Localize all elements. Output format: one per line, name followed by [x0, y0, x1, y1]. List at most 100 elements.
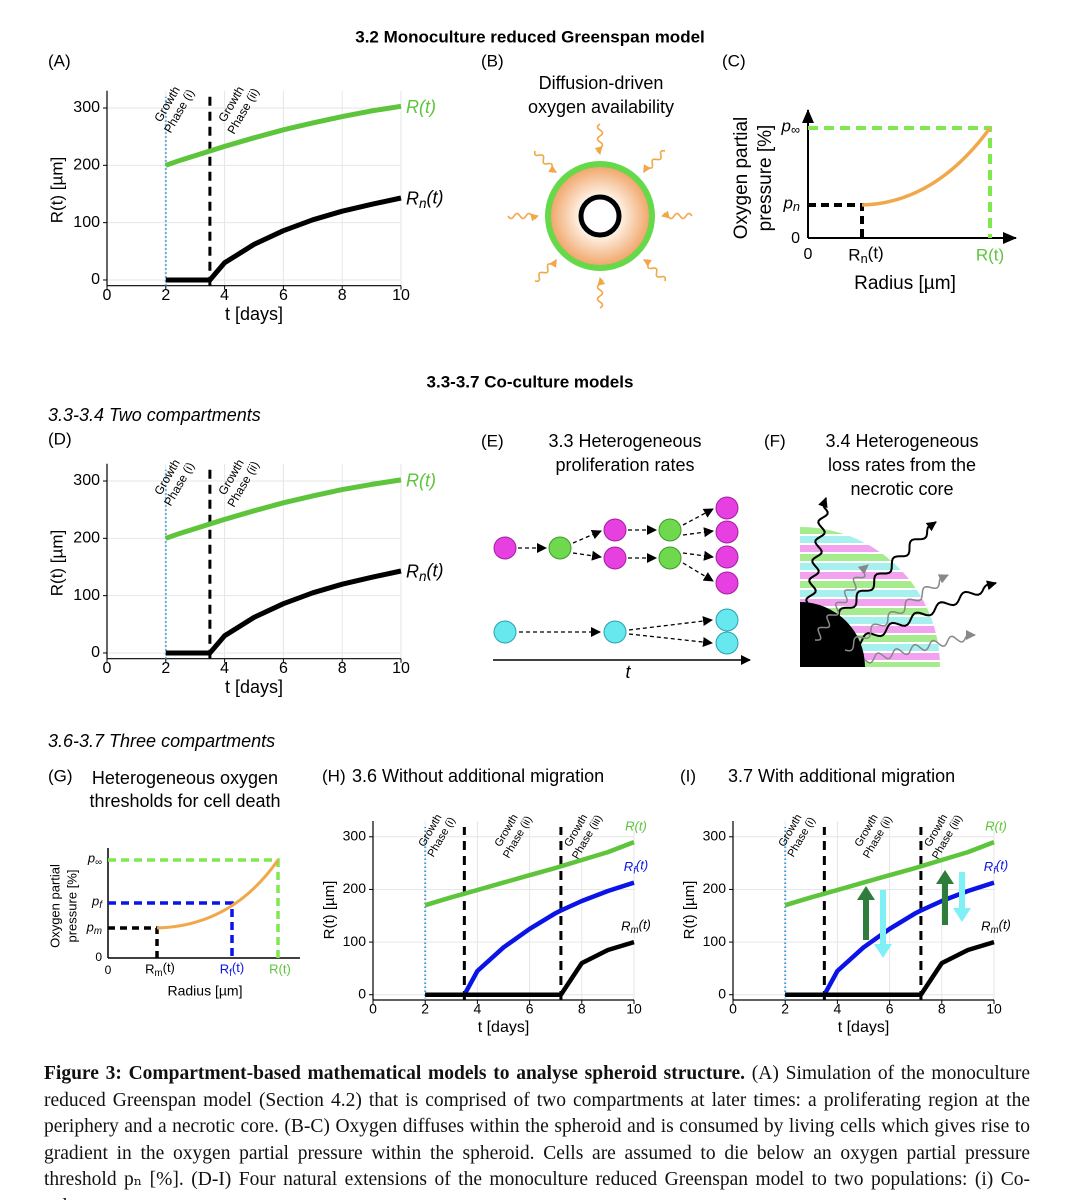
y-label: p∞ [780, 116, 800, 137]
x-tick-label: 10 [986, 1001, 1002, 1017]
threshold-line [808, 126, 992, 238]
x-tick-label: 8 [938, 1001, 946, 1017]
cell [715, 631, 739, 655]
threshold-line [108, 926, 159, 958]
panel-title: necrotic core [850, 479, 953, 499]
panel-letter: (I) [680, 766, 696, 785]
cell [603, 518, 627, 542]
y-tick-label: 300 [343, 827, 367, 843]
series-label: Rf(t) [624, 858, 648, 876]
cell [715, 520, 739, 544]
series-line [785, 939, 995, 997]
stripe [800, 590, 940, 597]
panel-title: loss rates from the [828, 455, 976, 475]
wavy-arrow [596, 277, 606, 309]
x-tick-label: 2 [161, 660, 170, 677]
y-label: pm [86, 919, 102, 936]
y-tick-label: 300 [73, 472, 100, 489]
panel-title: oxygen availability [528, 97, 674, 117]
lineage-arrow [628, 633, 713, 648]
x-tick-label: 4 [474, 1001, 482, 1017]
wavy-arrow [534, 258, 557, 282]
wavy-arrow [805, 497, 829, 616]
label-rest: (t) [639, 918, 651, 933]
y-tick-label: 300 [703, 827, 727, 843]
stripe [800, 653, 940, 660]
wavy-arrow [849, 580, 997, 648]
wavy-arrow [642, 259, 666, 282]
y-tick-label: 0 [718, 985, 726, 1001]
x-tick-label: 0 [369, 1001, 377, 1017]
y-tick-label: 100 [73, 214, 100, 231]
threshold-line [808, 203, 864, 238]
oxygen-curve [861, 126, 992, 207]
stripe [800, 626, 940, 633]
cell [715, 608, 739, 632]
cell [493, 620, 517, 644]
wavy-arrow [814, 564, 869, 641]
figure: 3.2 Monoculture reduced Greenspan model … [47, 27, 1017, 1036]
section-title: 3.2 Monoculture reduced Greenspan model [355, 27, 705, 46]
series-label: Rm(t) [621, 918, 651, 936]
y-axis-label: R(t) [µm] [681, 881, 698, 940]
oxygen-curve [156, 859, 280, 930]
subscript: n [419, 569, 427, 584]
caption-text: (A) Simulation of the monoculture reduce… [44, 1063, 1030, 1200]
striped-spheroid [800, 527, 940, 667]
x-tick-label: 0 [103, 287, 112, 304]
y-tick-label: 200 [703, 880, 727, 896]
lineage-arrow [628, 616, 713, 631]
panel-letter: (A) [48, 51, 71, 70]
panel-title: 3.4 Heterogeneous [825, 431, 978, 451]
series-label: Rf(t) [984, 858, 1008, 876]
y-tick-label: 200 [343, 880, 367, 896]
x-tick-label: 10 [626, 1001, 642, 1017]
x-label: 0 [804, 246, 813, 263]
y-tick-label: 200 [73, 157, 100, 174]
panel-letter: (G) [48, 766, 73, 785]
subsection-title: 3.6-3.7 Three compartments [48, 731, 275, 751]
panel-title: proliferation rates [555, 455, 694, 475]
wavy-arrow [643, 150, 666, 174]
chart-title: 3.6 Without additional migration [352, 766, 604, 786]
lineage-arrow [572, 529, 602, 544]
x-axis-label: t [days] [478, 1019, 530, 1036]
label-rest: (t) [427, 560, 444, 580]
migration-arrow [874, 890, 892, 958]
cell [715, 496, 739, 520]
cell [715, 571, 739, 595]
series-label: R(t) [985, 818, 1007, 833]
label-rest: (t) [427, 187, 444, 207]
cell [658, 518, 682, 542]
series-label: Rn(t) [406, 187, 444, 210]
lineage-arrow [572, 550, 602, 561]
subscript: m [94, 926, 102, 937]
series-line [425, 939, 635, 997]
wavy-arrow [661, 210, 693, 220]
series-label: R(t) [406, 97, 436, 117]
x-label: R(t) [269, 961, 291, 976]
caption: Figure 3: Compartment-based mathematical… [44, 1061, 1030, 1200]
chart-title: 3.7 With additional migration [728, 766, 955, 786]
y-tick-label: 100 [73, 587, 100, 604]
lineage-arrows [518, 508, 714, 648]
stripe [800, 644, 940, 651]
wavy-arrow [534, 150, 558, 173]
cell [658, 546, 682, 570]
y-tick-label: 200 [73, 530, 100, 547]
wavy-arrow [594, 123, 604, 155]
cell [603, 546, 627, 570]
necrotic-core [578, 194, 622, 238]
subscript: f [229, 968, 232, 979]
stripe [800, 617, 940, 624]
y-tick-label: 100 [703, 933, 727, 949]
x-tick-label: 4 [220, 660, 229, 677]
label-rest: (t) [999, 918, 1011, 933]
y-tick-label: 300 [73, 99, 100, 116]
panel-title: 3.3 Heterogeneous [548, 431, 701, 451]
